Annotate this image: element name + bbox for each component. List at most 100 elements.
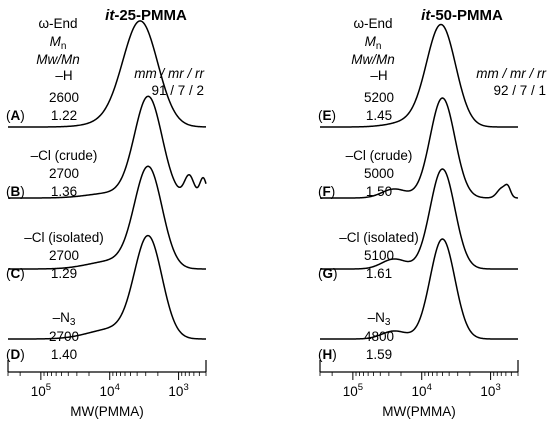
tick-base: 10: [480, 384, 495, 399]
mn-value: 5000: [364, 166, 394, 181]
panel-letter: A: [11, 108, 21, 123]
tacticity-values: 91 / 7 / 2: [151, 83, 204, 98]
end-group-label: –Cl (isolated): [339, 230, 419, 245]
paren-open: (: [318, 347, 323, 362]
end-group-sub: 3: [70, 317, 76, 328]
end-group-text: –Cl (isolated): [339, 230, 419, 245]
paren-close: ): [20, 108, 25, 123]
tick-exp: 4: [427, 382, 432, 393]
chart-title: it-25-PMMA: [105, 7, 187, 24]
x-tick-label: 103: [480, 382, 500, 399]
panel-letter: F: [323, 184, 331, 199]
header-end-label: ω-End: [353, 16, 392, 31]
end-group-label: –H: [55, 68, 72, 83]
pdi-value: 1.61: [366, 266, 392, 281]
end-group-label: –N3: [53, 310, 76, 328]
title-prefix: it: [421, 7, 431, 24]
x-tick-label: 103: [168, 382, 188, 399]
end-group-text: –Cl (isolated): [24, 230, 104, 245]
panel-letter-B: (B): [6, 184, 25, 199]
panel-letter: C: [11, 266, 21, 281]
end-group-label: –N3: [368, 310, 391, 328]
paren-open: (: [318, 184, 323, 199]
end-group-text: –N: [53, 310, 70, 325]
pdi-value: 1.29: [51, 266, 77, 281]
panel-letter-C: (C): [6, 266, 25, 281]
paren-close: ): [332, 347, 337, 362]
header-mn-label: Mn: [50, 34, 67, 52]
panel-letter-F: (F): [318, 184, 335, 199]
end-group-text: –H: [370, 68, 387, 83]
trace-B: [8, 95, 207, 199]
tacticity-header: mm / mr / rr: [476, 66, 546, 81]
tick-exp: 5: [358, 382, 363, 393]
panel-letter: D: [11, 347, 21, 362]
paren-close: ): [20, 184, 25, 199]
header-mn-sub: n: [376, 41, 382, 52]
trace-D: [8, 234, 207, 340]
end-group-label: –Cl (isolated): [24, 230, 104, 245]
paren-open: (: [6, 347, 11, 362]
mn-value: 5100: [364, 248, 394, 263]
mn-value: 2700: [49, 248, 79, 263]
end-group-label: –H: [370, 68, 387, 83]
header-mn-label: Mn: [365, 34, 382, 52]
x-tick-label: 104: [412, 382, 432, 399]
paren-close: ): [333, 266, 338, 281]
panel-letter-G: (G): [318, 266, 338, 281]
panel-letter-E: (E): [318, 108, 336, 123]
panel-letter: B: [11, 184, 21, 199]
header-end-label: ω-End: [38, 16, 77, 31]
mn-value: 4800: [364, 329, 394, 344]
end-group-text: –Cl (crude): [346, 148, 413, 163]
tick-exp: 3: [183, 382, 188, 393]
x-tick-label: 104: [100, 382, 120, 399]
mn-value: 2600: [49, 90, 79, 105]
end-group-label: –Cl (crude): [31, 148, 98, 163]
paren-open: (: [318, 266, 323, 281]
x-tick-label: 105: [31, 382, 51, 399]
trace-H: [320, 238, 518, 340]
pdi-value: 1.45: [366, 108, 392, 123]
end-group-text: –Cl (crude): [31, 148, 98, 163]
header-mn-sub: n: [61, 41, 67, 52]
tick-base: 10: [412, 384, 427, 399]
paren-open: (: [6, 266, 11, 281]
pdi-value: 1.59: [366, 347, 392, 362]
paren-close: ): [20, 347, 25, 362]
tick-base: 10: [31, 384, 46, 399]
end-group-sub: 3: [385, 317, 391, 328]
title-suffix: -50-PMMA: [430, 7, 503, 24]
pdi-value: 1.50: [366, 184, 392, 199]
trace-F: [320, 97, 519, 199]
end-group-label: –Cl (crude): [346, 148, 413, 163]
tick-exp: 4: [115, 382, 120, 393]
panel-letter: E: [323, 108, 332, 123]
x-axis-label: MW(PMMA): [70, 404, 143, 419]
tick-base: 10: [100, 384, 115, 399]
end-group-text: –N: [368, 310, 385, 325]
title-prefix: it: [105, 7, 115, 24]
pdi-value: 1.36: [51, 184, 77, 199]
panel-letter-H: (H): [318, 347, 337, 362]
paren-open: (: [318, 108, 323, 123]
paren-close: ): [332, 108, 337, 123]
paren-open: (: [6, 184, 11, 199]
panel-letter: H: [323, 347, 333, 362]
mn-value: 5200: [364, 90, 394, 105]
title-suffix: -25-PMMA: [114, 7, 187, 24]
mn-value: 2700: [49, 329, 79, 344]
header-mn-base: M: [365, 34, 377, 49]
mn-value: 2700: [49, 166, 79, 181]
panel-letter-D: (D): [6, 347, 25, 362]
trace-A: [8, 20, 207, 128]
header-pdi-label: Mw/Mn: [36, 52, 80, 67]
trace-G: [320, 168, 518, 270]
tick-exp: 5: [46, 382, 51, 393]
header-mn-base: M: [50, 34, 62, 49]
tick-exp: 3: [495, 382, 500, 393]
panel-letter: G: [323, 266, 334, 281]
x-axis-label: MW(PMMA): [382, 404, 455, 419]
